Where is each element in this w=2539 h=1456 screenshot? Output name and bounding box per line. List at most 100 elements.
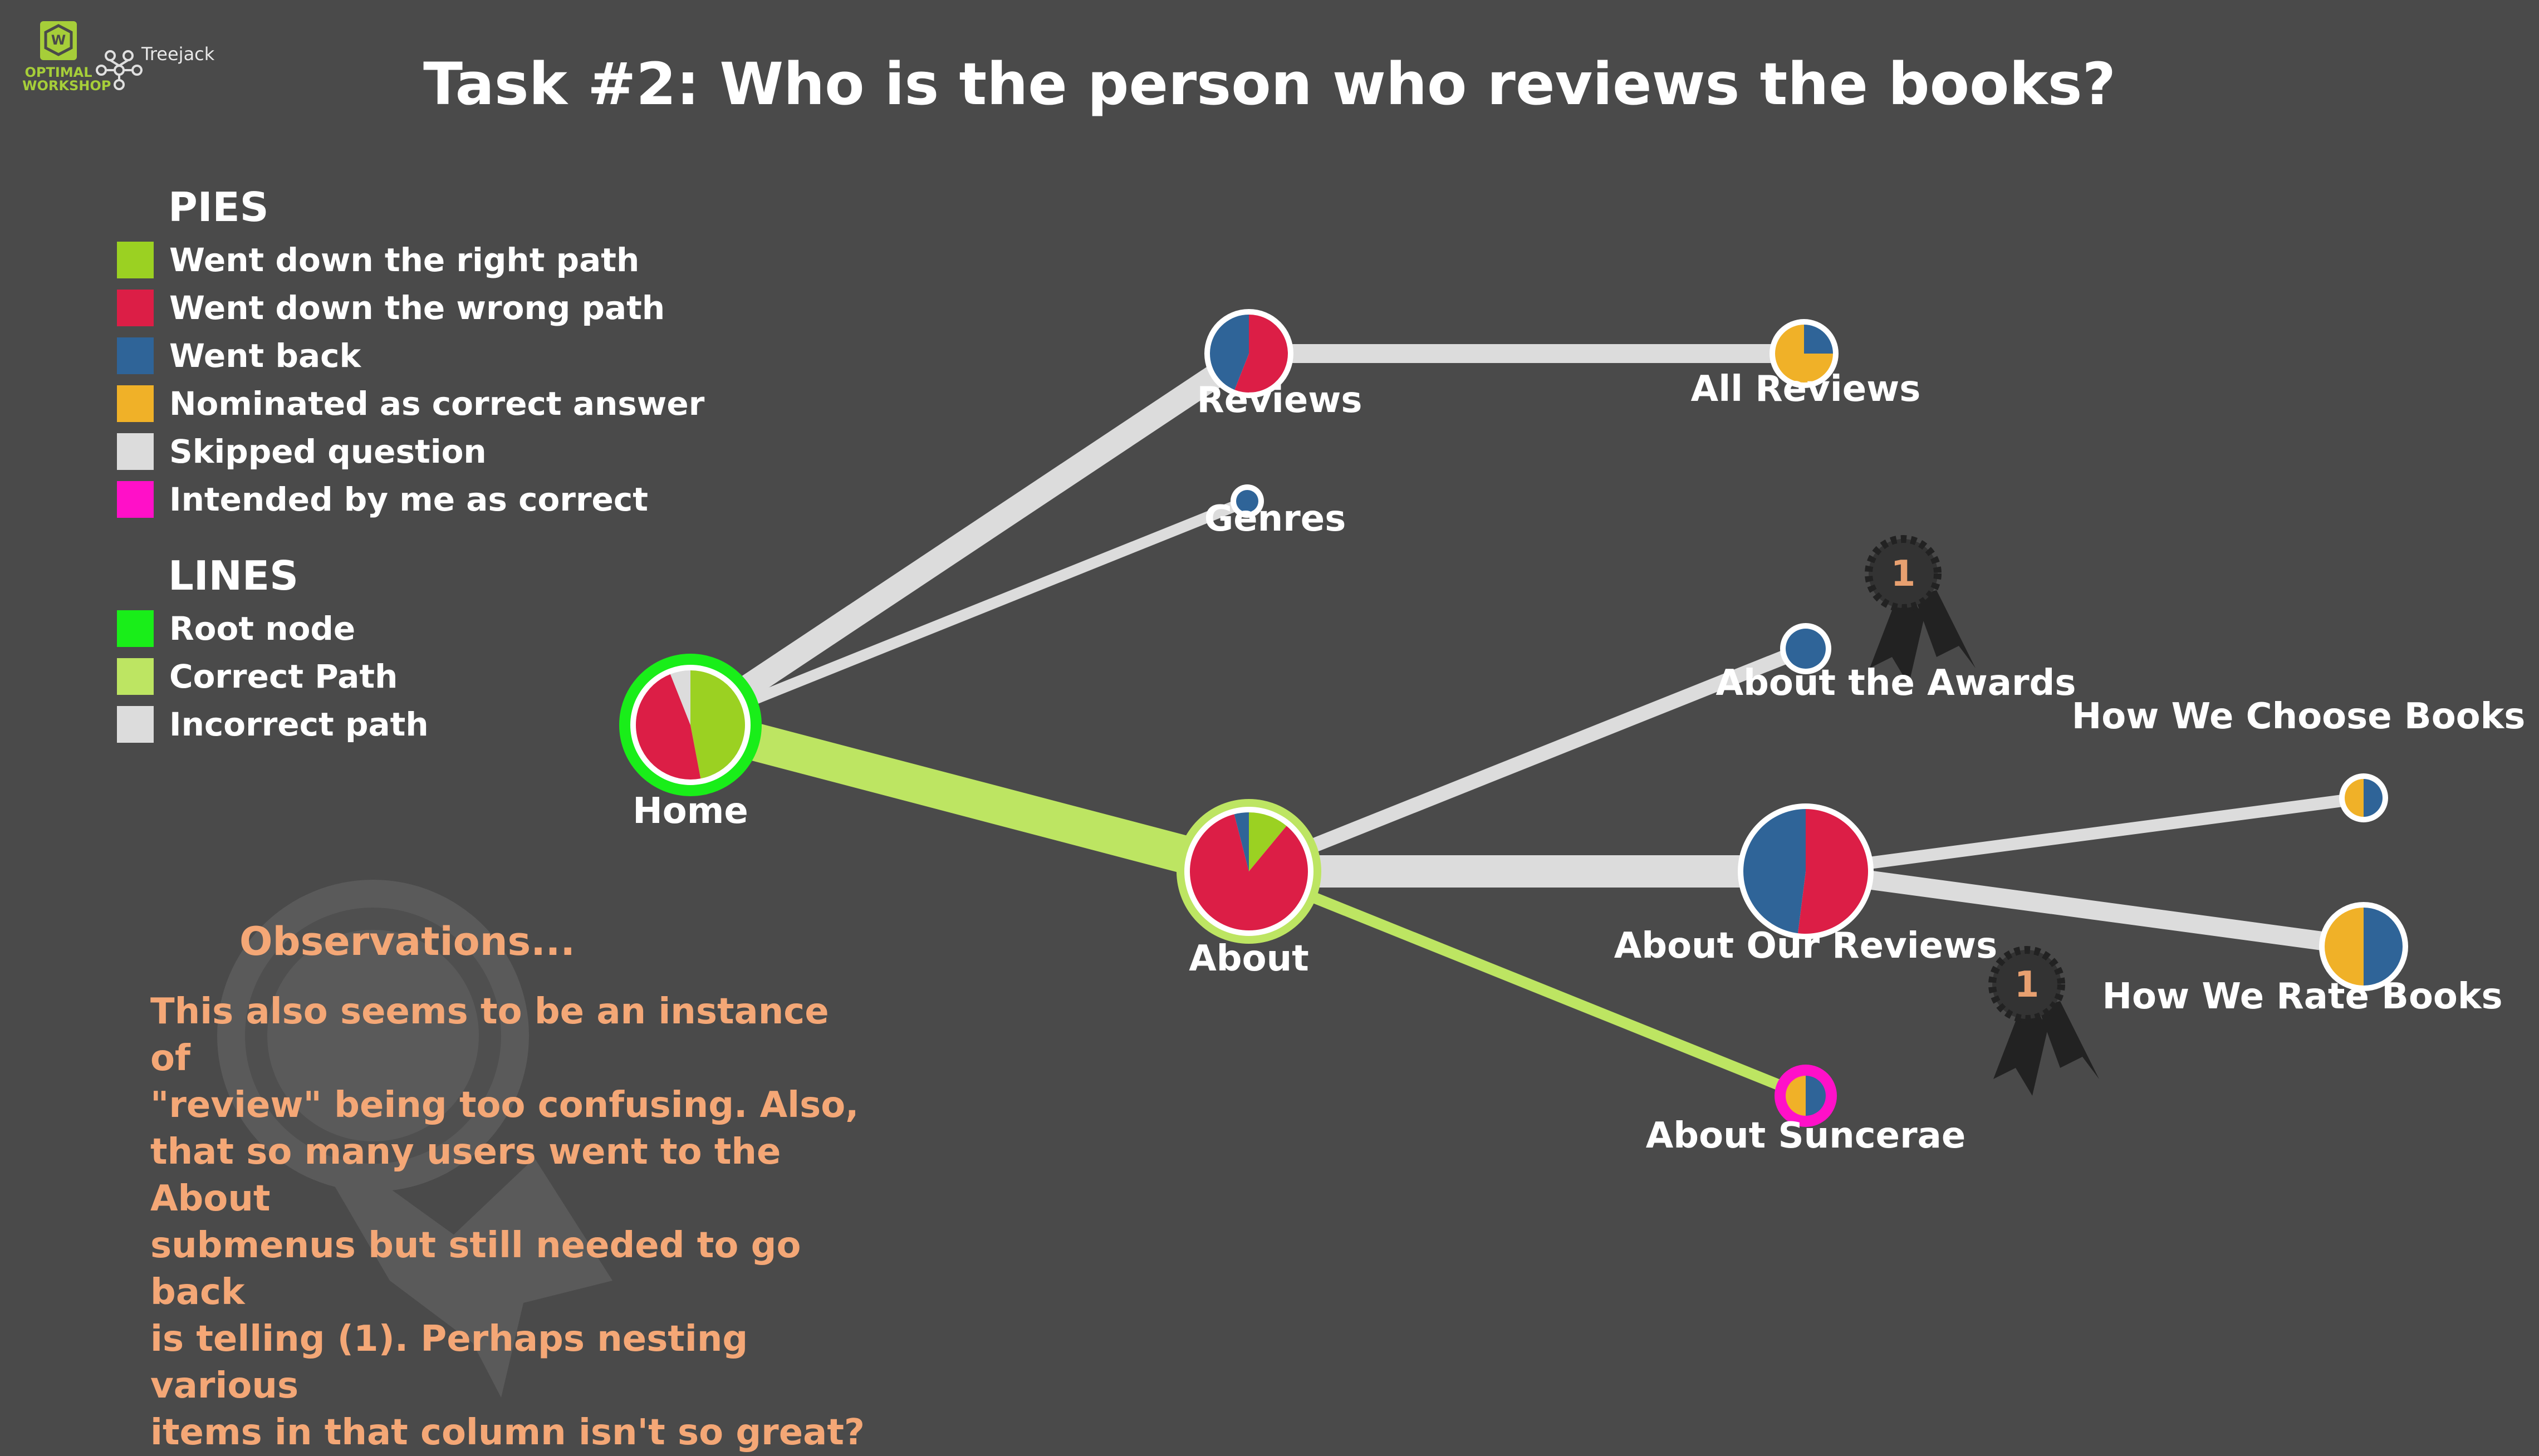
pies-legend-swatch [117,433,154,470]
pie-slice-back [1786,629,1826,669]
pies-legend-label: Skipped question [169,433,487,470]
node-reviews [1204,309,1293,398]
pie-slice-back [1743,809,1806,934]
pie-slice-back [1806,1076,1826,1116]
pies-legend-label: Went down the right path [169,241,640,279]
edge-about-our-reviews-to-how-we-choose [1805,792,2365,877]
node-label-about-our-reviews: About Our Reviews [1614,925,1998,967]
legend-lines-heading: LINES [168,552,298,599]
award-badge-number: 1 [2014,964,2040,1006]
observations-title: Observations... [239,919,575,964]
pie-slice-nominated [2325,908,2364,986]
pies-legend-item: Went down the right path [117,236,704,284]
logo-brand-line1: OPTIMAL [24,65,92,80]
pies-legend-swatch [117,337,154,374]
pie-slice-back [1209,315,1249,390]
pie-slice-right [1249,812,1287,871]
node-label-all-reviews: All Reviews [1690,369,1921,410]
edge-about-to-about-awards [1246,641,1808,879]
node-label-how-we-rate: How We Rate Books [2102,976,2503,1017]
pies-legend-item: Nominated as correct answer [117,380,704,428]
node-label-about-awards: About the Awards [1715,663,2076,704]
node-about-suncerae [1775,1065,1837,1127]
node-label-reviews: Reviews [1197,380,1362,421]
node-label-about-suncerae: About Suncerae [1645,1115,1966,1156]
lines-legend-label: Root node [169,610,356,648]
pies-legend-label: Intended by me as correct [169,481,649,518]
pie-slice-back [2364,779,2383,817]
pie-slice-right [690,670,745,779]
lines-legend-item: Incorrect path [117,700,704,748]
pie-slice-nominated [2345,779,2364,817]
pie-slice-wrong [1234,315,1288,393]
pies-legend-label: Nominated as correct answer [169,385,705,423]
node-about [1177,799,1321,944]
observation-line: items in that column isn't so great? [150,1412,865,1453]
award-badge-number: 1 [1891,553,1916,595]
pies-legend-item: Went back [117,332,704,380]
page-title: Task #2: Who is the person who reviews t… [423,50,2116,118]
lines-legend-item: Root node [117,605,704,653]
lines-legend-swatch [117,658,154,695]
node-label-about: About [1189,938,1309,979]
pie-slice-wrong [1797,809,1869,934]
pies-legend-swatch [117,481,154,518]
observation-line: "review" being too confusing. Also, [150,1085,859,1126]
edge-about-to-about-suncerae [1247,866,1808,1101]
pies-legend-swatch [117,242,154,278]
lines-legend-item: Correct Path [117,653,704,700]
node-label-how-we-choose: How We Choose Books [2071,696,2526,737]
pie-slice-back [1234,812,1249,871]
pie-slice-back [2364,908,2403,986]
pies-legend-label: Went back [169,337,361,375]
node-home [619,654,762,796]
lines-legend-swatch [117,610,154,647]
lines-legend-label: Correct Path [169,658,398,695]
award-badge-icon: 1 [1988,946,2099,1096]
observations-body: This also seems to be an instance of "re… [150,988,874,1456]
treejack-icon [96,50,143,90]
observation-line: submenus but still needed to go back [150,1225,801,1313]
edge-home-to-genres [688,496,1249,731]
pie-slice-skipped [670,670,690,725]
pie-slice-wrong [1190,814,1308,931]
edge-about-our-reviews-to-how-we-rate [1804,862,2365,956]
observation-line: This also seems to be an instance of [150,991,829,1079]
pie-slice-back [1236,490,1258,512]
pies-legend-item: Went down the wrong path [117,284,704,332]
edge-home-to-reviews [683,343,1256,736]
pies-legend-item: Skipped question [117,428,704,475]
pie-slice-nominated [1786,1076,1806,1116]
observation-line: that so many users went to the About [150,1131,781,1219]
lines-legend-swatch [117,706,154,743]
legend-pies-list: Went down the right path Went down the wr… [117,236,704,523]
pies-legend-label: Went down the wrong path [169,289,665,327]
legend: PIES Went down the right path Went down t… [117,184,704,748]
pies-legend-swatch [117,290,154,326]
pies-legend-swatch [117,385,154,422]
node-all-reviews [1770,319,1839,388]
pies-legend-item: Intended by me as correct [117,475,704,523]
legend-pies-heading: PIES [168,184,269,231]
node-how-we-choose [2339,773,2388,822]
optimal-workshop-logo: W OPTIMAL WORKSHOP Treejack [22,17,245,100]
observation-line: is telling (1). Perhaps nesting various [150,1318,748,1406]
node-about-awards [1780,623,1831,674]
node-label-genres: Genres [1204,498,1346,540]
legend-lines-list: Root node Correct Path Incorrect path [117,605,704,748]
optimal-workshop-logo-icon: W [40,21,143,90]
edge-home-to-about [685,707,1254,890]
node-genres [1231,484,1264,518]
node-how-we-rate [2319,902,2408,991]
node-about-our-reviews [1738,803,1874,939]
lines-legend-label: Incorrect path [169,705,429,743]
pie-slice-nominated [1775,325,1833,383]
node-label-home: Home [633,791,748,832]
pie-slice-wrong [636,674,701,780]
award-badge-icon: 1 [1865,535,1976,685]
